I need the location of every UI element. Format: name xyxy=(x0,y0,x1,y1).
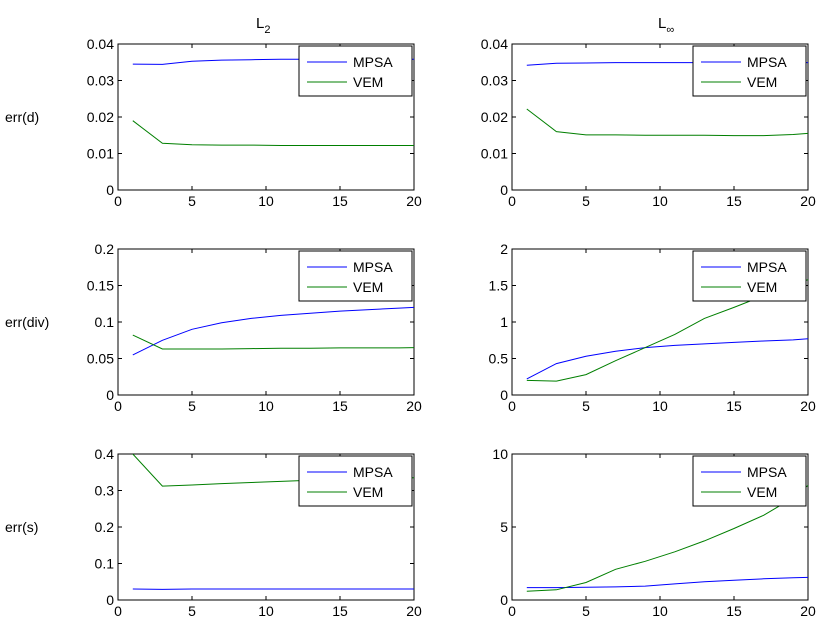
y-tick-label: 0.02 xyxy=(481,109,508,125)
x-tick-label: 0 xyxy=(508,603,516,619)
y-tick-label: 0.04 xyxy=(87,36,114,52)
row-label-err-d: err(d) xyxy=(5,109,39,125)
x-tick-label: 15 xyxy=(726,193,742,209)
x-tick-label: 0 xyxy=(114,398,122,414)
x-tick-label: 0 xyxy=(508,193,516,209)
x-tick-label: 10 xyxy=(652,398,668,414)
x-tick-label: 15 xyxy=(332,398,348,414)
y-tick-label: 0.03 xyxy=(481,73,508,89)
x-tick-label: 10 xyxy=(258,603,274,619)
x-tick-label: 5 xyxy=(582,603,590,619)
legend-label-vem: VEM xyxy=(353,484,383,500)
legend-label-vem: VEM xyxy=(747,74,777,90)
y-tick-label: 2 xyxy=(500,241,508,257)
x-tick-label: 0 xyxy=(114,193,122,209)
legend-label-vem: VEM xyxy=(747,279,777,295)
chart-panel-5: 0 5 10 15 20 0 0.1 0.2 0.3 0.4 MPSA VEM xyxy=(95,446,422,619)
x-tick-label: 15 xyxy=(726,603,742,619)
x-tick-label: 15 xyxy=(726,398,742,414)
x-tick-label: 20 xyxy=(800,603,816,619)
legend-label-vem: VEM xyxy=(747,484,777,500)
legend-label-mpsa: MPSA xyxy=(353,259,393,275)
y-tick-label: 0.2 xyxy=(95,241,115,257)
x-tick-label: 10 xyxy=(258,193,274,209)
chart-panel-2: 0 5 10 15 20 0 0.01 0.02 0.03 0.04 MPSA VEM xyxy=(481,36,816,209)
x-tick-label: 20 xyxy=(800,398,816,414)
legend-label-mpsa: MPSA xyxy=(747,259,787,275)
legend-label-mpsa: MPSA xyxy=(353,54,393,70)
y-tick-label: 0.1 xyxy=(95,314,115,330)
chart-panel-3: 0 5 10 15 20 0 0.05 0.1 0.15 0.2 MPSA VEM xyxy=(87,241,422,414)
column-title-linf: L∞ xyxy=(658,15,674,36)
x-tick-label: 10 xyxy=(652,603,668,619)
legend-label-mpsa: MPSA xyxy=(747,464,787,480)
series-line-vem xyxy=(132,334,414,350)
row-label-err-div: err(div) xyxy=(5,314,49,330)
y-tick-label: 1.5 xyxy=(489,278,509,294)
x-tick-label: 15 xyxy=(332,603,348,619)
chart-panel-4: 0 5 10 15 20 0 0.5 1 1.5 2 MPSA VEM xyxy=(489,241,816,414)
legend-box xyxy=(692,45,807,97)
x-tick-label: 5 xyxy=(582,398,590,414)
y-tick-label: 0.1 xyxy=(95,556,115,572)
legend-box xyxy=(298,250,413,302)
series-line-vem xyxy=(132,120,414,146)
y-tick-label: 0 xyxy=(500,592,508,608)
y-tick-label: 0.15 xyxy=(87,278,114,294)
y-tick-label: 0.3 xyxy=(95,483,115,499)
legend-label-vem: VEM xyxy=(353,74,383,90)
y-tick-label: 0.04 xyxy=(481,36,508,52)
y-tick-label: 0.01 xyxy=(481,146,508,162)
x-tick-label: 0 xyxy=(508,398,516,414)
y-tick-label: 1 xyxy=(500,314,508,330)
legend-box xyxy=(692,455,807,507)
row-label-err-s: err(s) xyxy=(5,519,38,535)
chart-panel-1: 0 5 10 15 20 0 0.01 0.02 0.03 0.04 MPSA VEM xyxy=(87,36,422,209)
legend-label-mpsa: MPSA xyxy=(353,464,393,480)
y-tick-label: 0 xyxy=(106,182,114,198)
y-tick-label: 0 xyxy=(106,387,114,403)
x-tick-label: 15 xyxy=(332,193,348,209)
series-line-vem xyxy=(526,485,808,592)
y-tick-label: 0.03 xyxy=(87,73,114,89)
y-tick-label: 0.2 xyxy=(95,519,115,535)
series-line-mpsa xyxy=(132,306,414,356)
x-tick-label: 10 xyxy=(258,398,274,414)
legend-box xyxy=(298,455,413,507)
chart-panel-6: 0 5 10 15 20 0 5 10 MPSA VEM xyxy=(492,446,816,619)
y-tick-label: 0 xyxy=(106,592,114,608)
legend-box xyxy=(692,250,807,302)
series-line-mpsa xyxy=(526,576,808,589)
x-tick-label: 0 xyxy=(114,603,122,619)
x-tick-label: 5 xyxy=(188,193,196,209)
y-tick-label: 0 xyxy=(500,387,508,403)
x-tick-label: 20 xyxy=(406,193,422,209)
x-tick-label: 20 xyxy=(406,398,422,414)
series-line-vem xyxy=(526,108,808,137)
legend-label-mpsa: MPSA xyxy=(747,54,787,70)
legend-label-vem: VEM xyxy=(353,279,383,295)
legend-box xyxy=(298,45,413,97)
y-tick-label: 0.02 xyxy=(87,109,114,125)
series-line-mpsa xyxy=(526,338,808,380)
y-tick-label: 0 xyxy=(500,182,508,198)
x-tick-label: 20 xyxy=(406,603,422,619)
y-tick-label: 0.4 xyxy=(95,446,115,462)
column-title-l2: L2 xyxy=(256,15,270,36)
x-tick-label: 5 xyxy=(188,603,196,619)
y-tick-label: 0.05 xyxy=(87,351,114,367)
y-tick-label: 0.5 xyxy=(489,351,509,367)
x-tick-label: 5 xyxy=(582,193,590,209)
x-tick-label: 20 xyxy=(800,193,816,209)
y-tick-label: 5 xyxy=(500,519,508,535)
x-tick-label: 10 xyxy=(652,193,668,209)
y-tick-label: 10 xyxy=(492,446,508,462)
x-tick-label: 5 xyxy=(188,398,196,414)
y-tick-label: 0.01 xyxy=(87,146,114,162)
